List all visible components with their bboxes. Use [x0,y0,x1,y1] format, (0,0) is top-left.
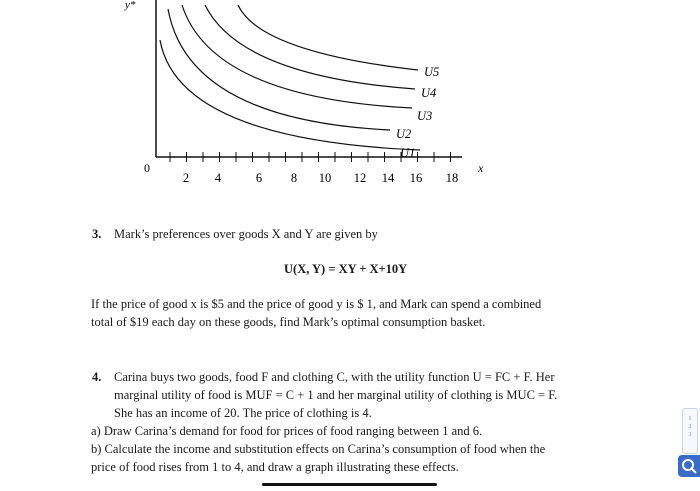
curve-label-u3: U3 [417,109,432,123]
page-glyph: 1 [688,416,692,422]
x-tick-label: 8 [291,171,297,185]
indifference-curve-u2 [167,8,391,131]
curve-label-u5: U5 [424,65,439,79]
x-tick-label: 16 [410,171,423,185]
x-tick-label: 6 [256,171,262,185]
y-axis-label: y* [124,0,136,11]
q3-number: 3. [92,227,102,241]
indifference-curve-u3 [181,4,413,109]
indifference-curve-graph: y* x 0 2 4 6 8 10 12 14 16 18 U5 U4 U3 U… [124,0,484,185]
q3-para-line1: If the price of good x is $5 and the pri… [91,297,542,311]
x-tick-label: 2 [183,171,189,185]
x-tick-labels: 2 4 6 8 10 12 14 16 18 [183,171,458,185]
search-icon [682,459,697,474]
indifference-curve-u4 [204,4,416,90]
q4-line3: She has an income of 20. The price of cl… [114,406,372,420]
q4-part-b-line2: price of food rises from 1 to 4, and dra… [91,460,459,474]
x-tick-label: 18 [446,171,459,185]
x-tick-marks [169,152,451,162]
x-tick-label: 14 [382,171,395,185]
page-scroll-widget[interactable]: 1 2 3 [682,408,698,454]
indifference-curve-u1 [159,39,421,151]
page-glyph: 2 [688,424,692,430]
q4-line2: marginal utility of food is MUF = C + 1 … [114,388,558,402]
q4-part-a: a) Draw Carina’s demand for food for pri… [91,424,483,438]
q4-line1: Carina buys two goods, food F and clothi… [114,370,555,384]
curve-label-u1: U1 [400,146,415,160]
search-button[interactable] [678,455,700,477]
curve-label-u4: U4 [421,86,436,100]
origin-label: 0 [144,161,150,175]
indifference-curve-u5 [237,4,419,71]
q4-number: 4. [92,370,102,384]
x-tick-label: 10 [319,171,332,185]
q3-utility-formula: U(X, Y) = XY + X+10Y [284,262,408,276]
q4-part-b-line1: b) Calculate the income and substitution… [91,442,546,456]
x-tick-label: 4 [215,171,222,185]
q3-intro: Mark’s preferences over goods X and Y ar… [114,227,378,241]
x-tick-label: 12 [354,171,367,185]
bottom-scroll-indicator [262,483,437,486]
x-axis-label: x [477,161,484,175]
q3-para-line2: total of $19 each day on these goods, fi… [91,315,486,329]
curve-label-u2: U2 [396,127,411,141]
page-glyph: 3 [688,432,692,438]
